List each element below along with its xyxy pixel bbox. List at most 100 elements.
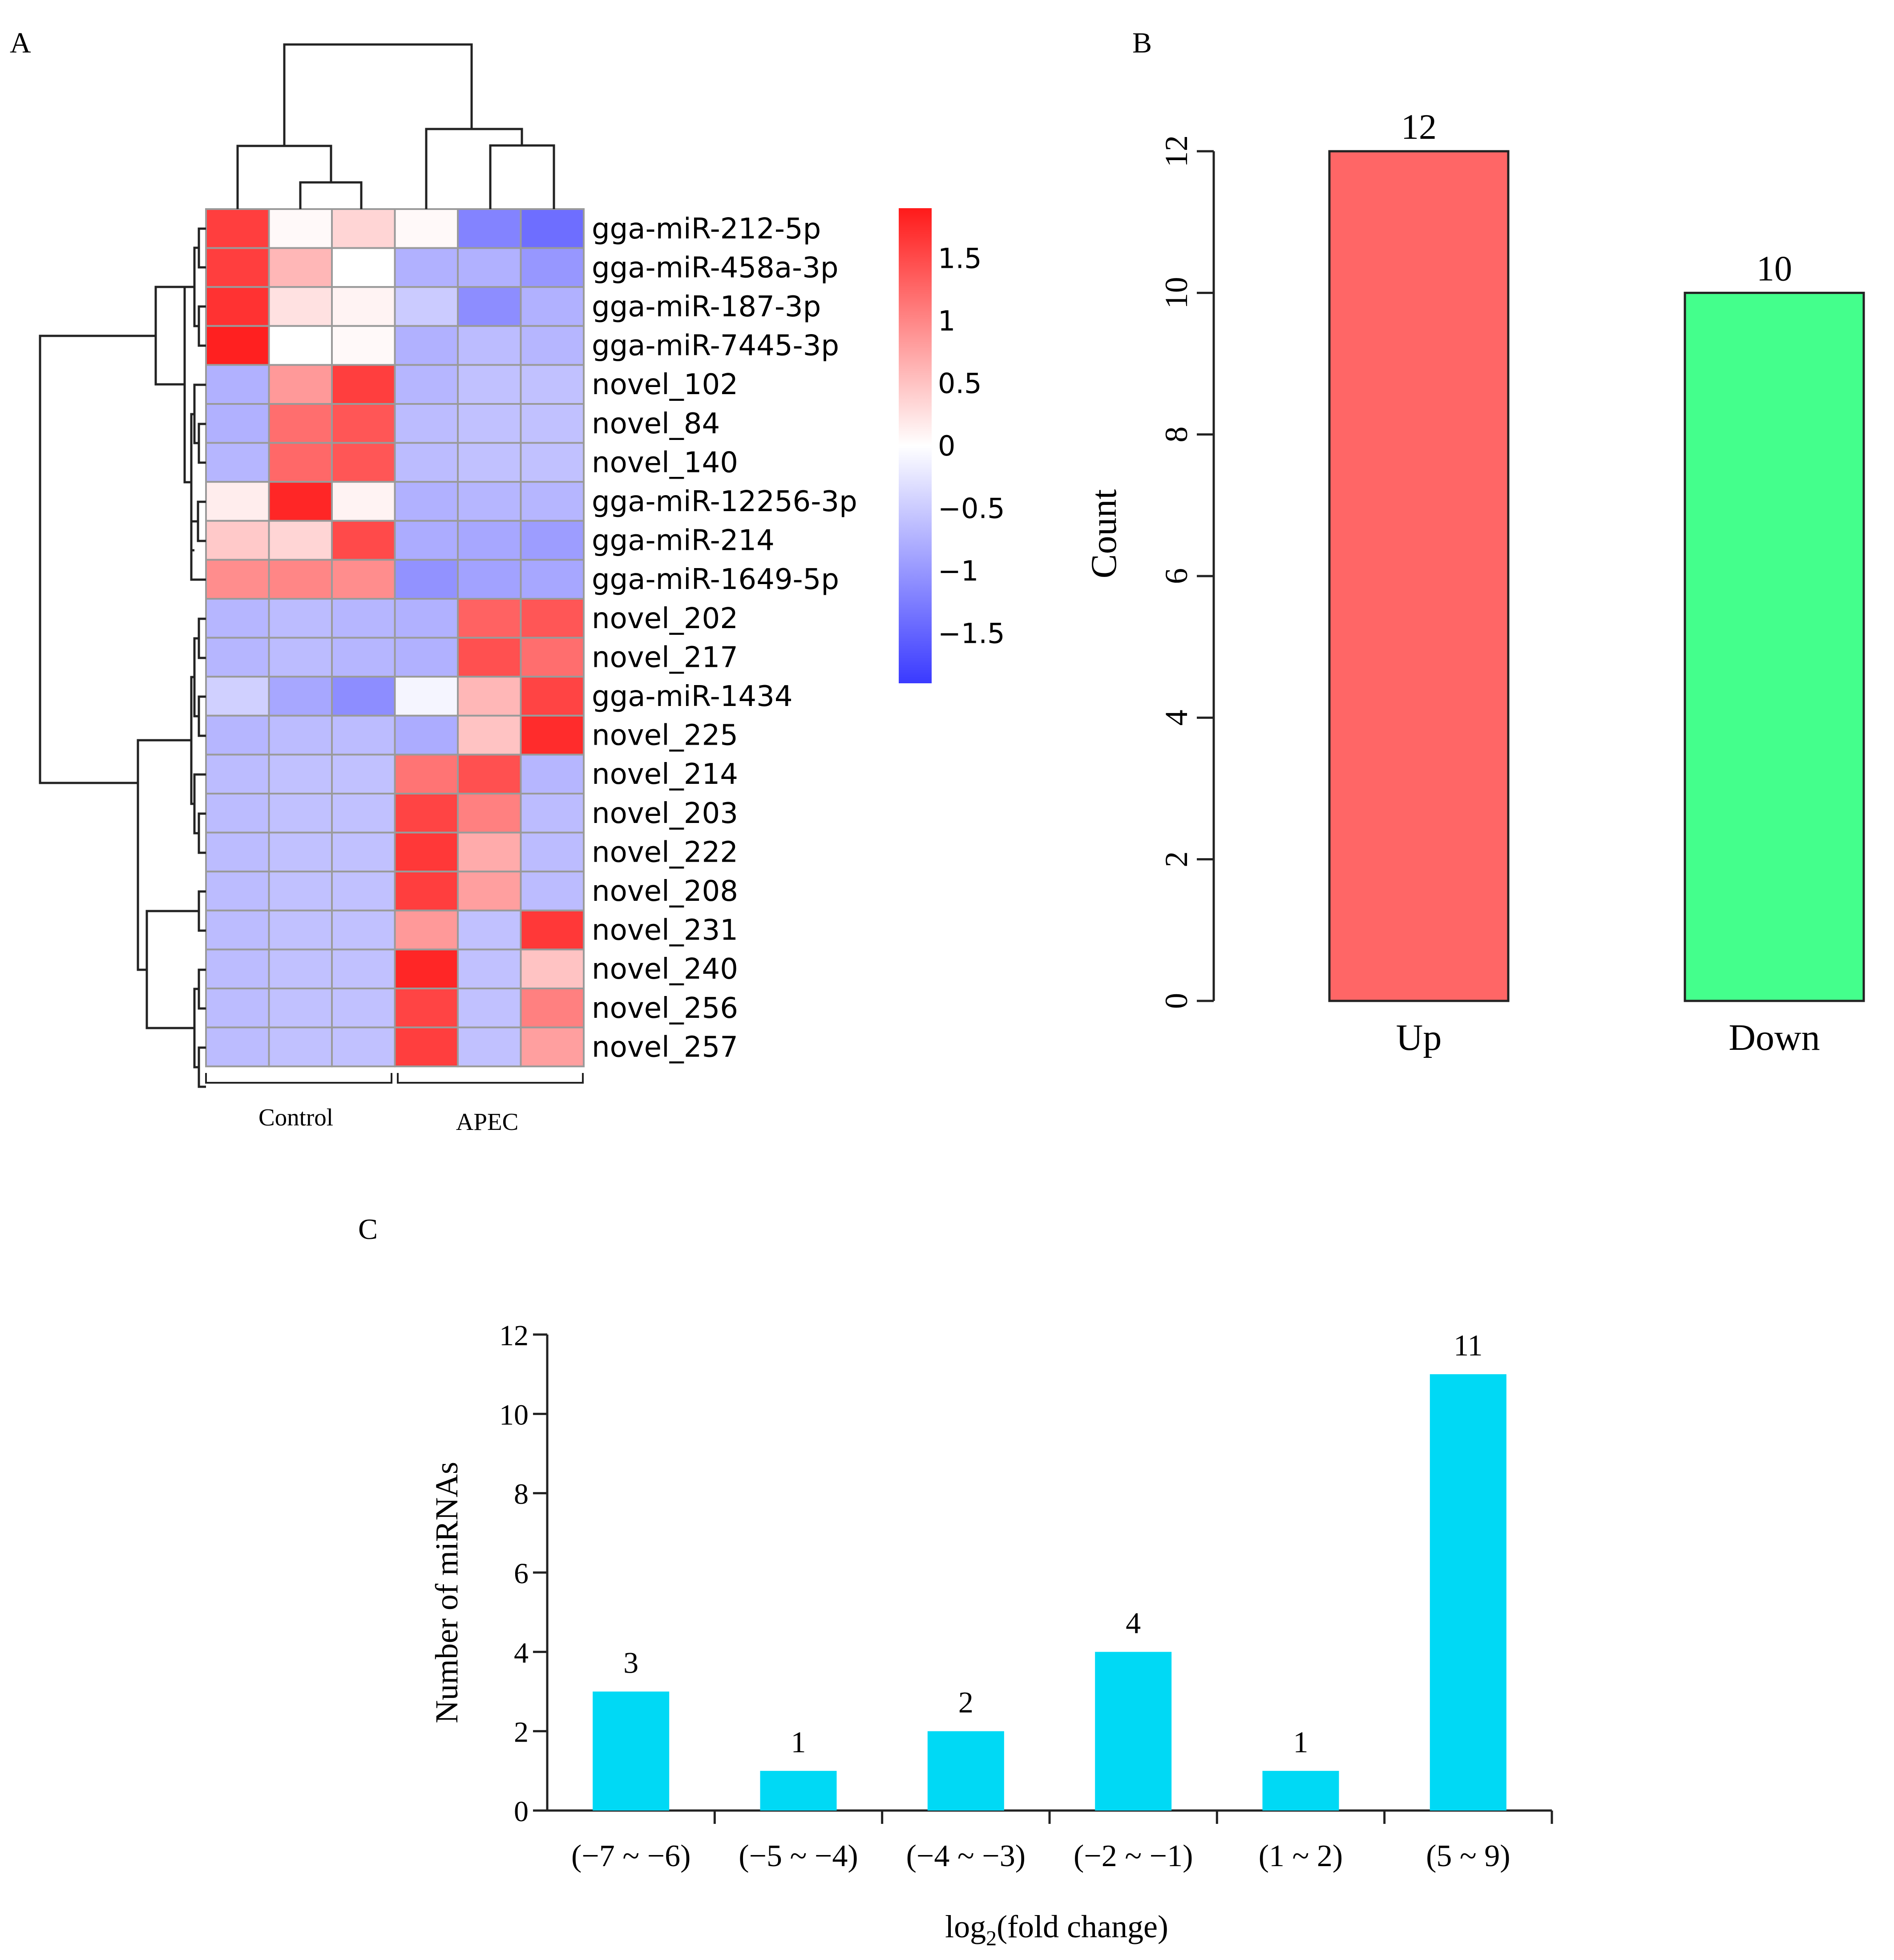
- row-label: novel_222: [592, 836, 738, 869]
- heatmap-cell: [457, 909, 522, 951]
- legend-tick-label: 1.5: [938, 242, 982, 274]
- c-x-axis-title-sub: 2: [986, 1927, 997, 1950]
- heatmap-cell: [457, 520, 522, 561]
- b-y-ticks: 0 2 4 6 8 10 12: [1159, 135, 1214, 1009]
- b-y-tick-label: 12: [1159, 135, 1194, 167]
- heatmap-cell: [520, 676, 585, 717]
- heatmap-cell: [520, 871, 585, 911]
- legend-tick-label: −1: [938, 555, 978, 587]
- c-category-label: (−4 ~ −3): [906, 1839, 1026, 1873]
- heatmap-cell: [205, 714, 270, 756]
- heatmap-cell: [394, 948, 459, 989]
- heatmap-cell: [520, 325, 585, 366]
- heatmap-cell: [205, 247, 270, 288]
- heatmap-cell: [520, 403, 585, 444]
- heatmap-cell: [457, 988, 522, 1028]
- row-label: novel_202: [592, 602, 738, 635]
- heatmap-cell: [394, 403, 459, 444]
- b-bars: 12 Up 10 Down: [1328, 108, 1865, 1058]
- heatmap-cell: [268, 481, 333, 522]
- c-category-label: (−2 ~ −1): [1074, 1839, 1193, 1873]
- c-bar-value-label: 2: [958, 1686, 973, 1719]
- heatmap-cell: [331, 403, 396, 444]
- legend-tick-label: −0.5: [938, 492, 1005, 525]
- row-label: gga-miR-7445-3p: [592, 330, 839, 363]
- heatmap-cell: [520, 909, 585, 951]
- heatmap-cell: [205, 948, 270, 989]
- heatmap-cell: [205, 364, 270, 405]
- heatmap-cell: [394, 1026, 459, 1068]
- heatmap-cell: [205, 637, 270, 678]
- b-y-tick-label: 0: [1159, 993, 1194, 1009]
- heatmap-cell: [268, 247, 333, 288]
- heatmap-cell: [331, 637, 396, 678]
- heatmap-cell: [205, 909, 270, 951]
- heatmap-cell: [331, 871, 396, 911]
- heatmap-cell: [394, 909, 459, 951]
- heatmap-cell: [457, 948, 522, 989]
- heatmap-cells: [205, 208, 585, 1068]
- heatmap-cell: [394, 871, 459, 911]
- row-label: novel_257: [592, 1031, 738, 1064]
- heatmap-cell: [205, 208, 270, 249]
- c-y-tick-label: 6: [514, 1557, 529, 1590]
- heatmap-cell: [331, 831, 396, 873]
- heatmap-cell: [457, 793, 522, 834]
- heatmap-cell: [457, 871, 522, 911]
- heatmap-cell: [394, 364, 459, 405]
- row-label: novel_231: [592, 914, 738, 947]
- heatmap-cell: [205, 793, 270, 834]
- heatmap-cell: [394, 793, 459, 834]
- c-category-label: (−7 ~ −6): [571, 1839, 691, 1873]
- c-bar: [760, 1770, 837, 1811]
- heatmap-cell: [205, 520, 270, 561]
- heatmap-cell: [331, 559, 396, 600]
- row-label: gga-miR-212-5p: [592, 213, 821, 246]
- color-legend-ticks: 1.5 1 0.5 0 −0.5 −1 −1.5: [938, 242, 1005, 649]
- row-label: novel_102: [592, 368, 738, 401]
- heatmap-cell: [520, 637, 585, 678]
- heatmap-cell: [394, 988, 459, 1028]
- heatmap-cell: [268, 948, 333, 989]
- heatmap-cell: [394, 520, 459, 561]
- row-label: gga-miR-187-3p: [592, 290, 821, 323]
- heatmap-cell: [520, 364, 585, 405]
- heatmap-cell: [457, 754, 522, 795]
- heatmap-cell: [520, 948, 585, 989]
- heatmap-cell: [268, 871, 333, 911]
- heatmap-cell: [520, 1026, 585, 1068]
- b-bar-value-label: 12: [1401, 108, 1437, 147]
- heatmap-cell: [331, 325, 396, 366]
- c-category-label: (−5 ~ −4): [739, 1839, 858, 1873]
- heatmap-panel: Control APEC gga-miR-212-5p gga-miR-458a-…: [39, 43, 1005, 1135]
- c-y-ticks: 0 2 4 6 8 10 12: [499, 1319, 547, 1828]
- heatmap-cell: [331, 714, 396, 756]
- panel-label-a: A: [10, 27, 31, 59]
- b-y-tick-label: 6: [1159, 568, 1194, 584]
- heatmap-cell: [205, 988, 270, 1028]
- legend-tick-label: 0: [938, 430, 955, 462]
- heatmap-cell: [520, 754, 585, 795]
- heatmap-cell: [268, 364, 333, 405]
- heatmap-cell: [457, 286, 522, 327]
- row-label: novel_208: [592, 875, 738, 908]
- heatmap-cell: [520, 442, 585, 483]
- heatmap-cell: [268, 637, 333, 678]
- heatmap-cell: [331, 676, 396, 717]
- heatmap-cell: [268, 676, 333, 717]
- bar-chart-b: 0 2 4 6 8 10 12 Count 12 Up 10 Down: [1083, 108, 1865, 1058]
- heatmap-cell: [205, 598, 270, 639]
- c-bar-value-label: 1: [1293, 1725, 1308, 1759]
- c-y-tick-label: 8: [514, 1478, 529, 1511]
- heatmap-cell: [205, 831, 270, 873]
- c-category-label: (1 ~ 2): [1259, 1839, 1343, 1873]
- heatmap-cell: [268, 988, 333, 1028]
- heatmap-cell: [457, 598, 522, 639]
- panel-label-b: B: [1132, 27, 1152, 59]
- c-y-tick-label: 2: [514, 1716, 529, 1749]
- legend-tick-label: −1.5: [938, 617, 1005, 650]
- heatmap-cell: [268, 714, 333, 756]
- heatmap-cell: [205, 442, 270, 483]
